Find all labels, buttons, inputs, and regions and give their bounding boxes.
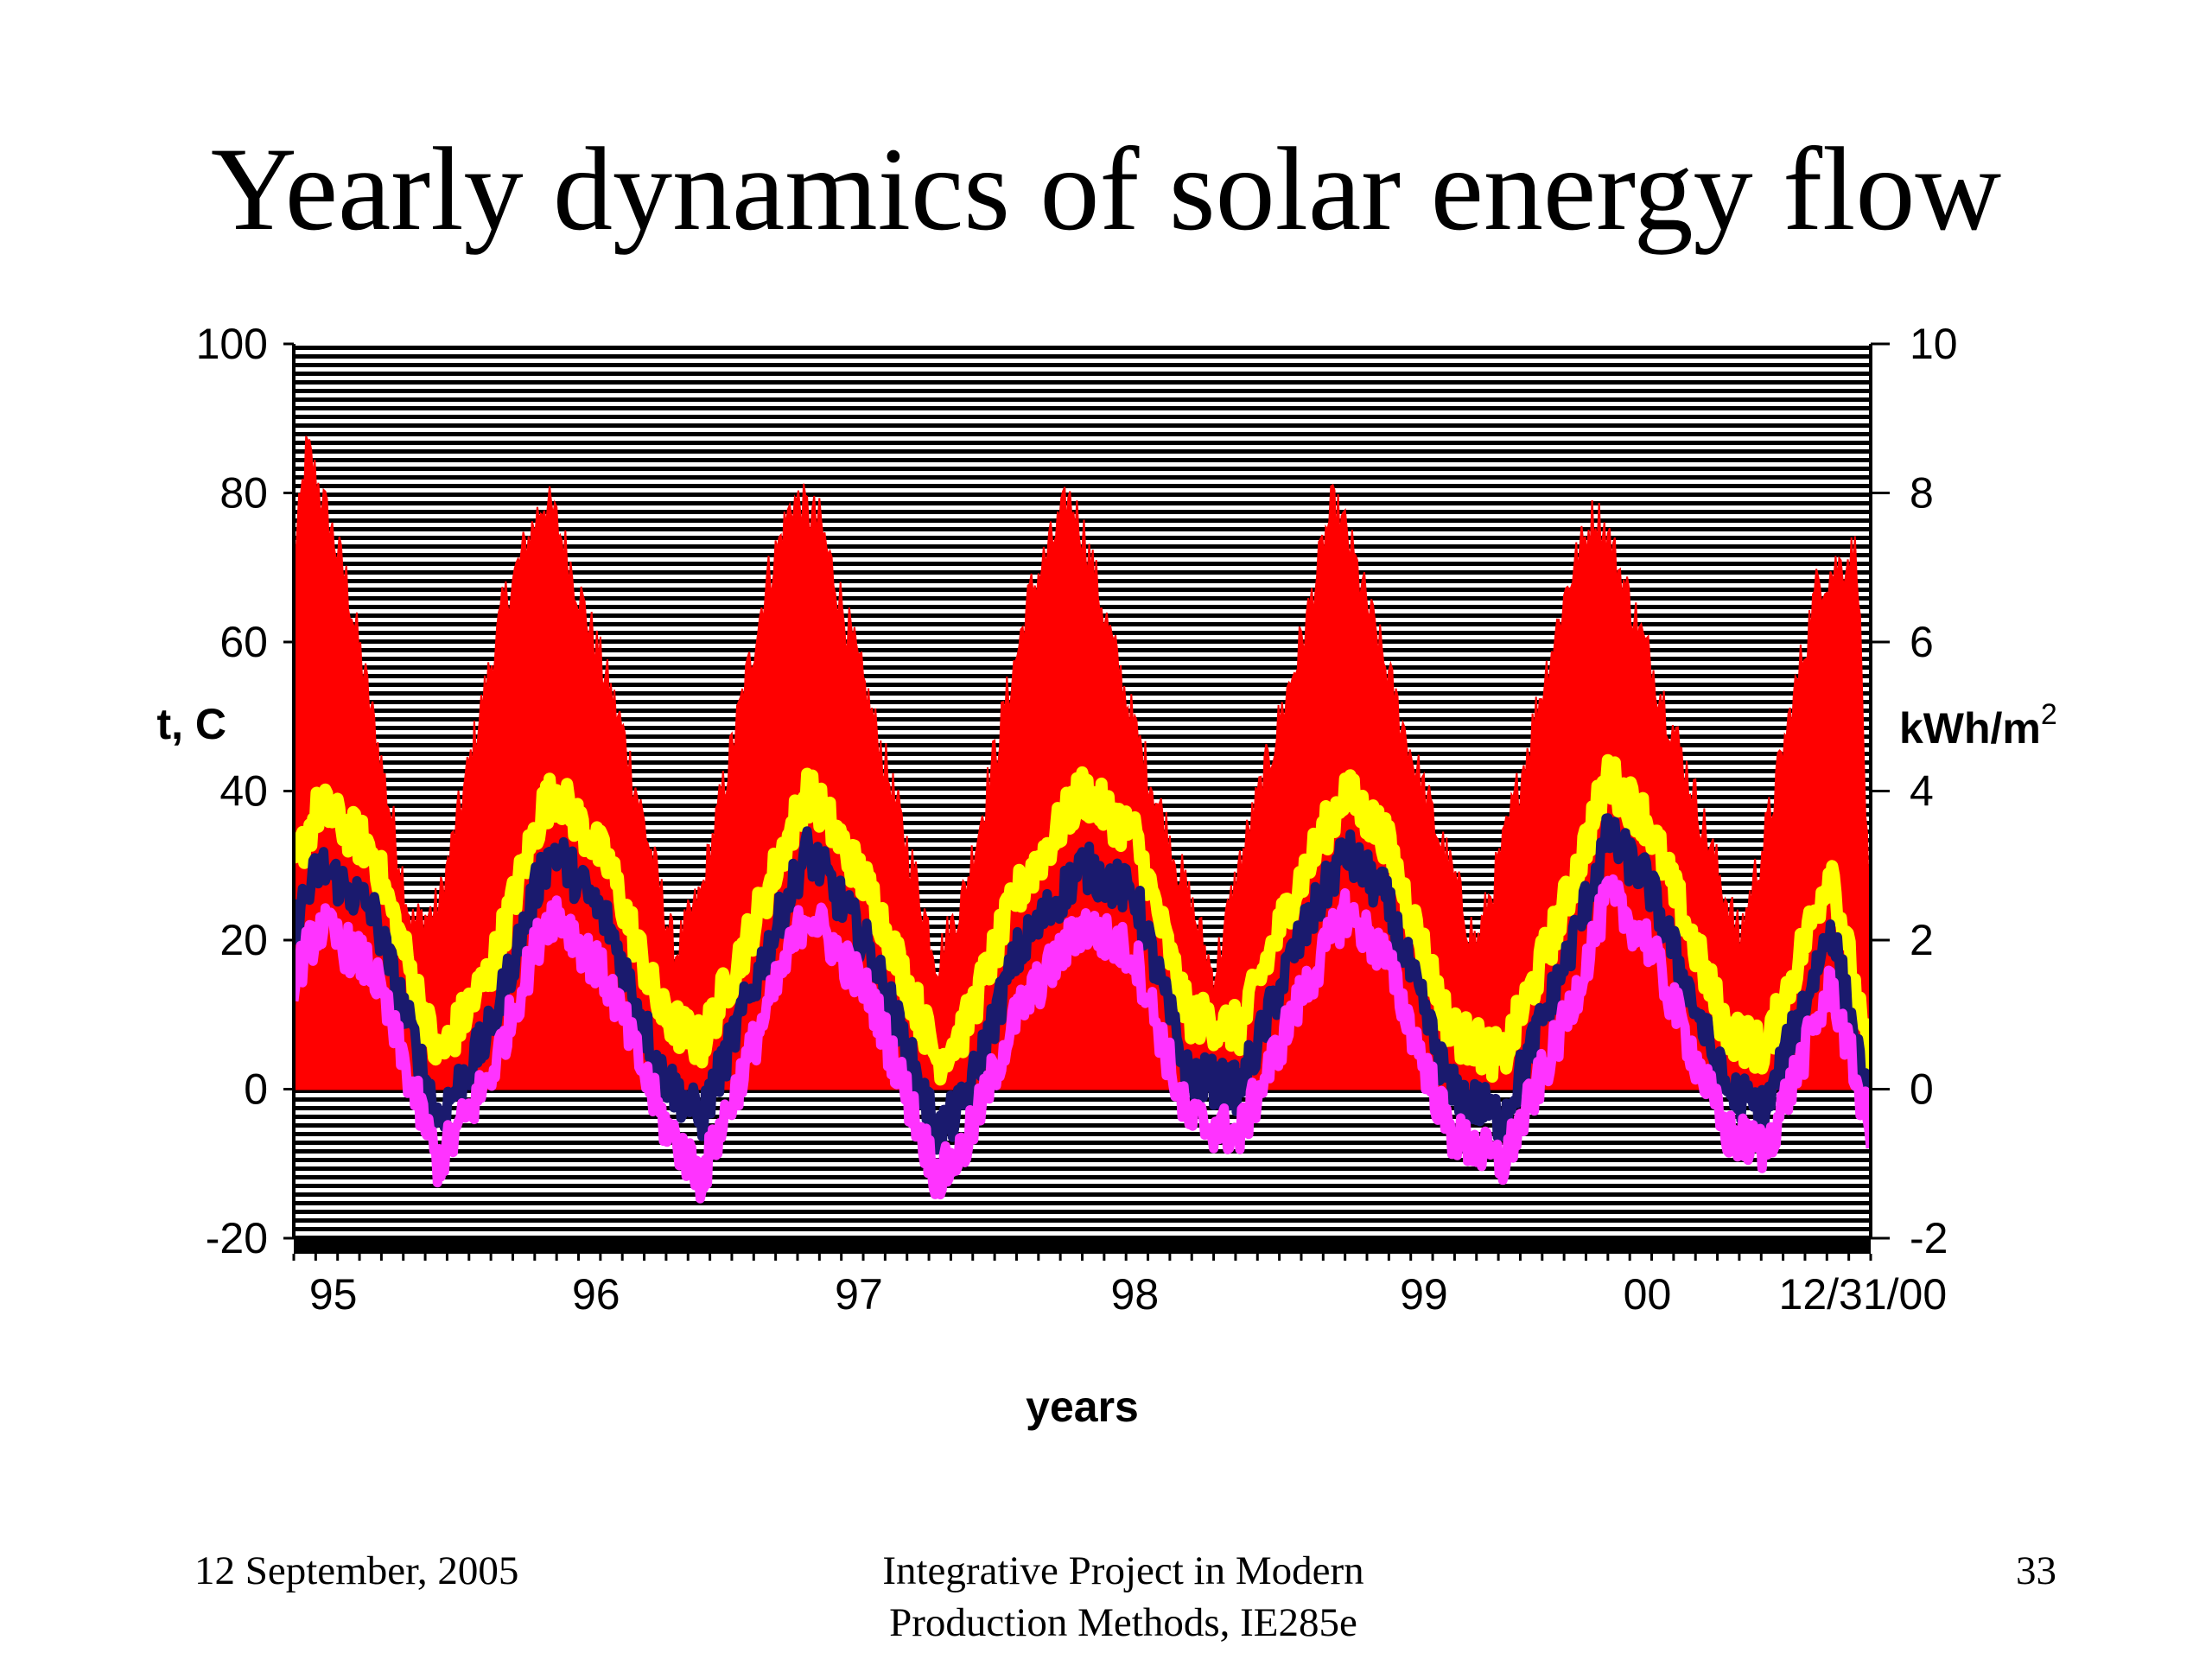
x-axis-title: years <box>1026 1382 1139 1431</box>
y-left-axis-title: t, C <box>156 700 226 748</box>
series-layer <box>294 435 1871 1204</box>
y-left-tick-label: 20 <box>219 916 268 964</box>
series-yellow-line <box>294 753 1871 1086</box>
y-right-tick-label: 4 <box>1910 767 1934 816</box>
y-right-axis-title: kWh/m2 <box>1899 698 2057 753</box>
axes <box>283 342 1890 1261</box>
series-magenta-line <box>294 874 1871 1204</box>
x-axis-tick-band <box>294 1238 1871 1254</box>
series-navy-line <box>294 813 1871 1155</box>
series-red-area <box>294 435 1871 1090</box>
y-right-tick-label: 10 <box>1910 320 1958 368</box>
y-left-tick-label: -20 <box>206 1214 268 1262</box>
x-tick-label: 95 <box>309 1270 358 1319</box>
y-right-tick-label: 2 <box>1910 916 1934 964</box>
y-right-tick-label: 6 <box>1910 618 1934 666</box>
x-tick-label: 97 <box>835 1270 883 1319</box>
y-right-tick-label: 0 <box>1910 1065 1934 1114</box>
page-number: 33 <box>2016 1548 2056 1593</box>
slide-title: Yearly dynamics of solar energy flow <box>210 123 2002 255</box>
footer-course: Integrative Project in Modern Production… <box>760 1545 1486 1649</box>
y-right-tick-label: -2 <box>1910 1214 1948 1262</box>
y-left-tick-label: 0 <box>244 1065 268 1114</box>
footer-course-line2: Production Methods, IE285e <box>889 1600 1357 1645</box>
x-tick-label: 00 <box>1624 1270 1672 1319</box>
footer-course-line1: Integrative Project in Modern <box>882 1548 1364 1593</box>
x-tick-label: 99 <box>1400 1270 1448 1319</box>
x-tick-label: 96 <box>572 1270 620 1319</box>
y-left-tick-label: 40 <box>219 767 268 816</box>
y-right-axis-title-base: kWh/m <box>1899 704 2041 753</box>
y-right-tick-label: 8 <box>1910 469 1934 518</box>
y-left-tick-label: 100 <box>196 320 268 368</box>
y-right-axis-title-superscript: 2 <box>2041 698 2057 731</box>
y-left-tick-label: 80 <box>219 469 268 518</box>
footer-date: 12 September, 2005 <box>194 1548 519 1593</box>
x-tick-label: 98 <box>1111 1270 1160 1319</box>
x-tick-label: 12/31/00 <box>1779 1270 1948 1319</box>
y-left-tick-label: 60 <box>219 618 268 666</box>
